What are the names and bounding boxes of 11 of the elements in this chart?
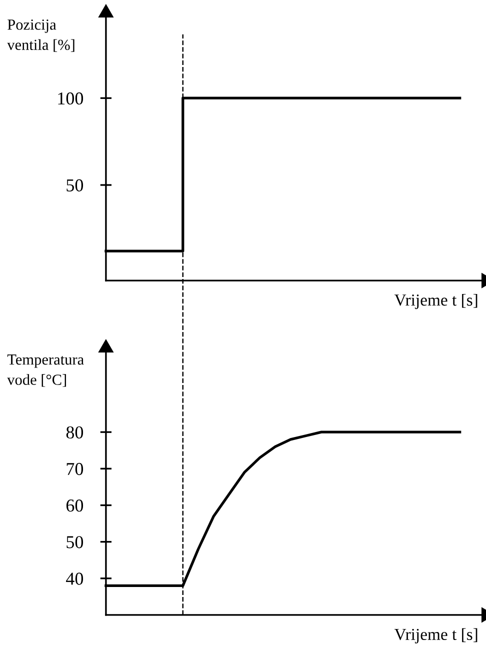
- y-axis-title: Temperatura vode [°C]: [7, 354, 84, 387]
- x-axis-title: Vrijeme t [s]: [394, 294, 478, 310]
- y-tick-label: 70: [66, 462, 84, 476]
- y-axis-title: Pozicija ventila [%]: [7, 20, 74, 52]
- y-tick-label: 60: [66, 499, 84, 512]
- y-tick-label: 80: [66, 426, 84, 439]
- y-tick-label: 40: [66, 572, 84, 585]
- y-tick-label: 100: [58, 92, 84, 105]
- x-axis-title: Vrijeme t [s]: [394, 628, 478, 644]
- y-tick-label: 50: [66, 536, 84, 548]
- y-tick-label: 50: [66, 179, 84, 192]
